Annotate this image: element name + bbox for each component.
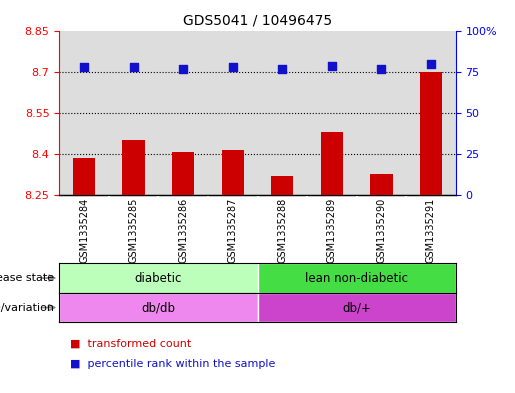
- Bar: [271, 176, 294, 195]
- Text: lean non-diabetic: lean non-diabetic: [305, 272, 408, 285]
- Bar: [420, 72, 442, 195]
- Point: [278, 66, 286, 72]
- Text: GSM1335287: GSM1335287: [228, 198, 238, 263]
- Text: genotype/variation: genotype/variation: [0, 303, 54, 312]
- Text: GSM1335284: GSM1335284: [79, 198, 89, 263]
- Point: [229, 64, 237, 70]
- Text: GSM1335289: GSM1335289: [327, 198, 337, 263]
- Text: db/db: db/db: [141, 301, 176, 314]
- Bar: [172, 152, 194, 195]
- Text: disease state: disease state: [0, 273, 54, 283]
- Text: GSM1335288: GSM1335288: [277, 198, 287, 263]
- Point: [80, 64, 88, 70]
- Bar: [370, 174, 392, 195]
- Text: ■  transformed count: ■ transformed count: [70, 339, 191, 349]
- Bar: [258, 263, 456, 293]
- Text: GSM1335290: GSM1335290: [376, 198, 386, 263]
- Text: diabetic: diabetic: [135, 272, 182, 285]
- Bar: [73, 158, 95, 195]
- Bar: [258, 293, 456, 322]
- Bar: [123, 140, 145, 195]
- Text: ■  percentile rank within the sample: ■ percentile rank within the sample: [70, 358, 275, 369]
- Title: GDS5041 / 10496475: GDS5041 / 10496475: [183, 13, 332, 28]
- Text: GSM1335291: GSM1335291: [426, 198, 436, 263]
- Bar: [221, 150, 244, 195]
- Text: GSM1335285: GSM1335285: [129, 198, 139, 263]
- Point: [377, 66, 386, 72]
- Point: [129, 64, 138, 70]
- Bar: [321, 132, 343, 195]
- Bar: [59, 293, 258, 322]
- Point: [427, 61, 435, 67]
- Point: [328, 62, 336, 69]
- Bar: [59, 263, 258, 293]
- Text: db/+: db/+: [342, 301, 371, 314]
- Point: [179, 66, 187, 72]
- Text: GSM1335286: GSM1335286: [178, 198, 188, 263]
